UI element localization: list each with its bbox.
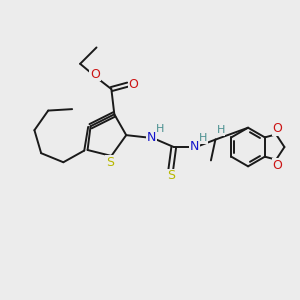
Text: S: S [167,169,175,182]
Text: H: H [156,124,165,134]
Text: N: N [147,131,156,144]
Text: H: H [199,133,208,143]
Text: O: O [273,122,283,135]
Text: N: N [190,140,199,153]
Text: H: H [217,125,225,135]
Text: O: O [273,159,283,172]
Text: O: O [90,68,100,81]
Text: O: O [129,78,139,91]
Text: S: S [106,156,114,169]
